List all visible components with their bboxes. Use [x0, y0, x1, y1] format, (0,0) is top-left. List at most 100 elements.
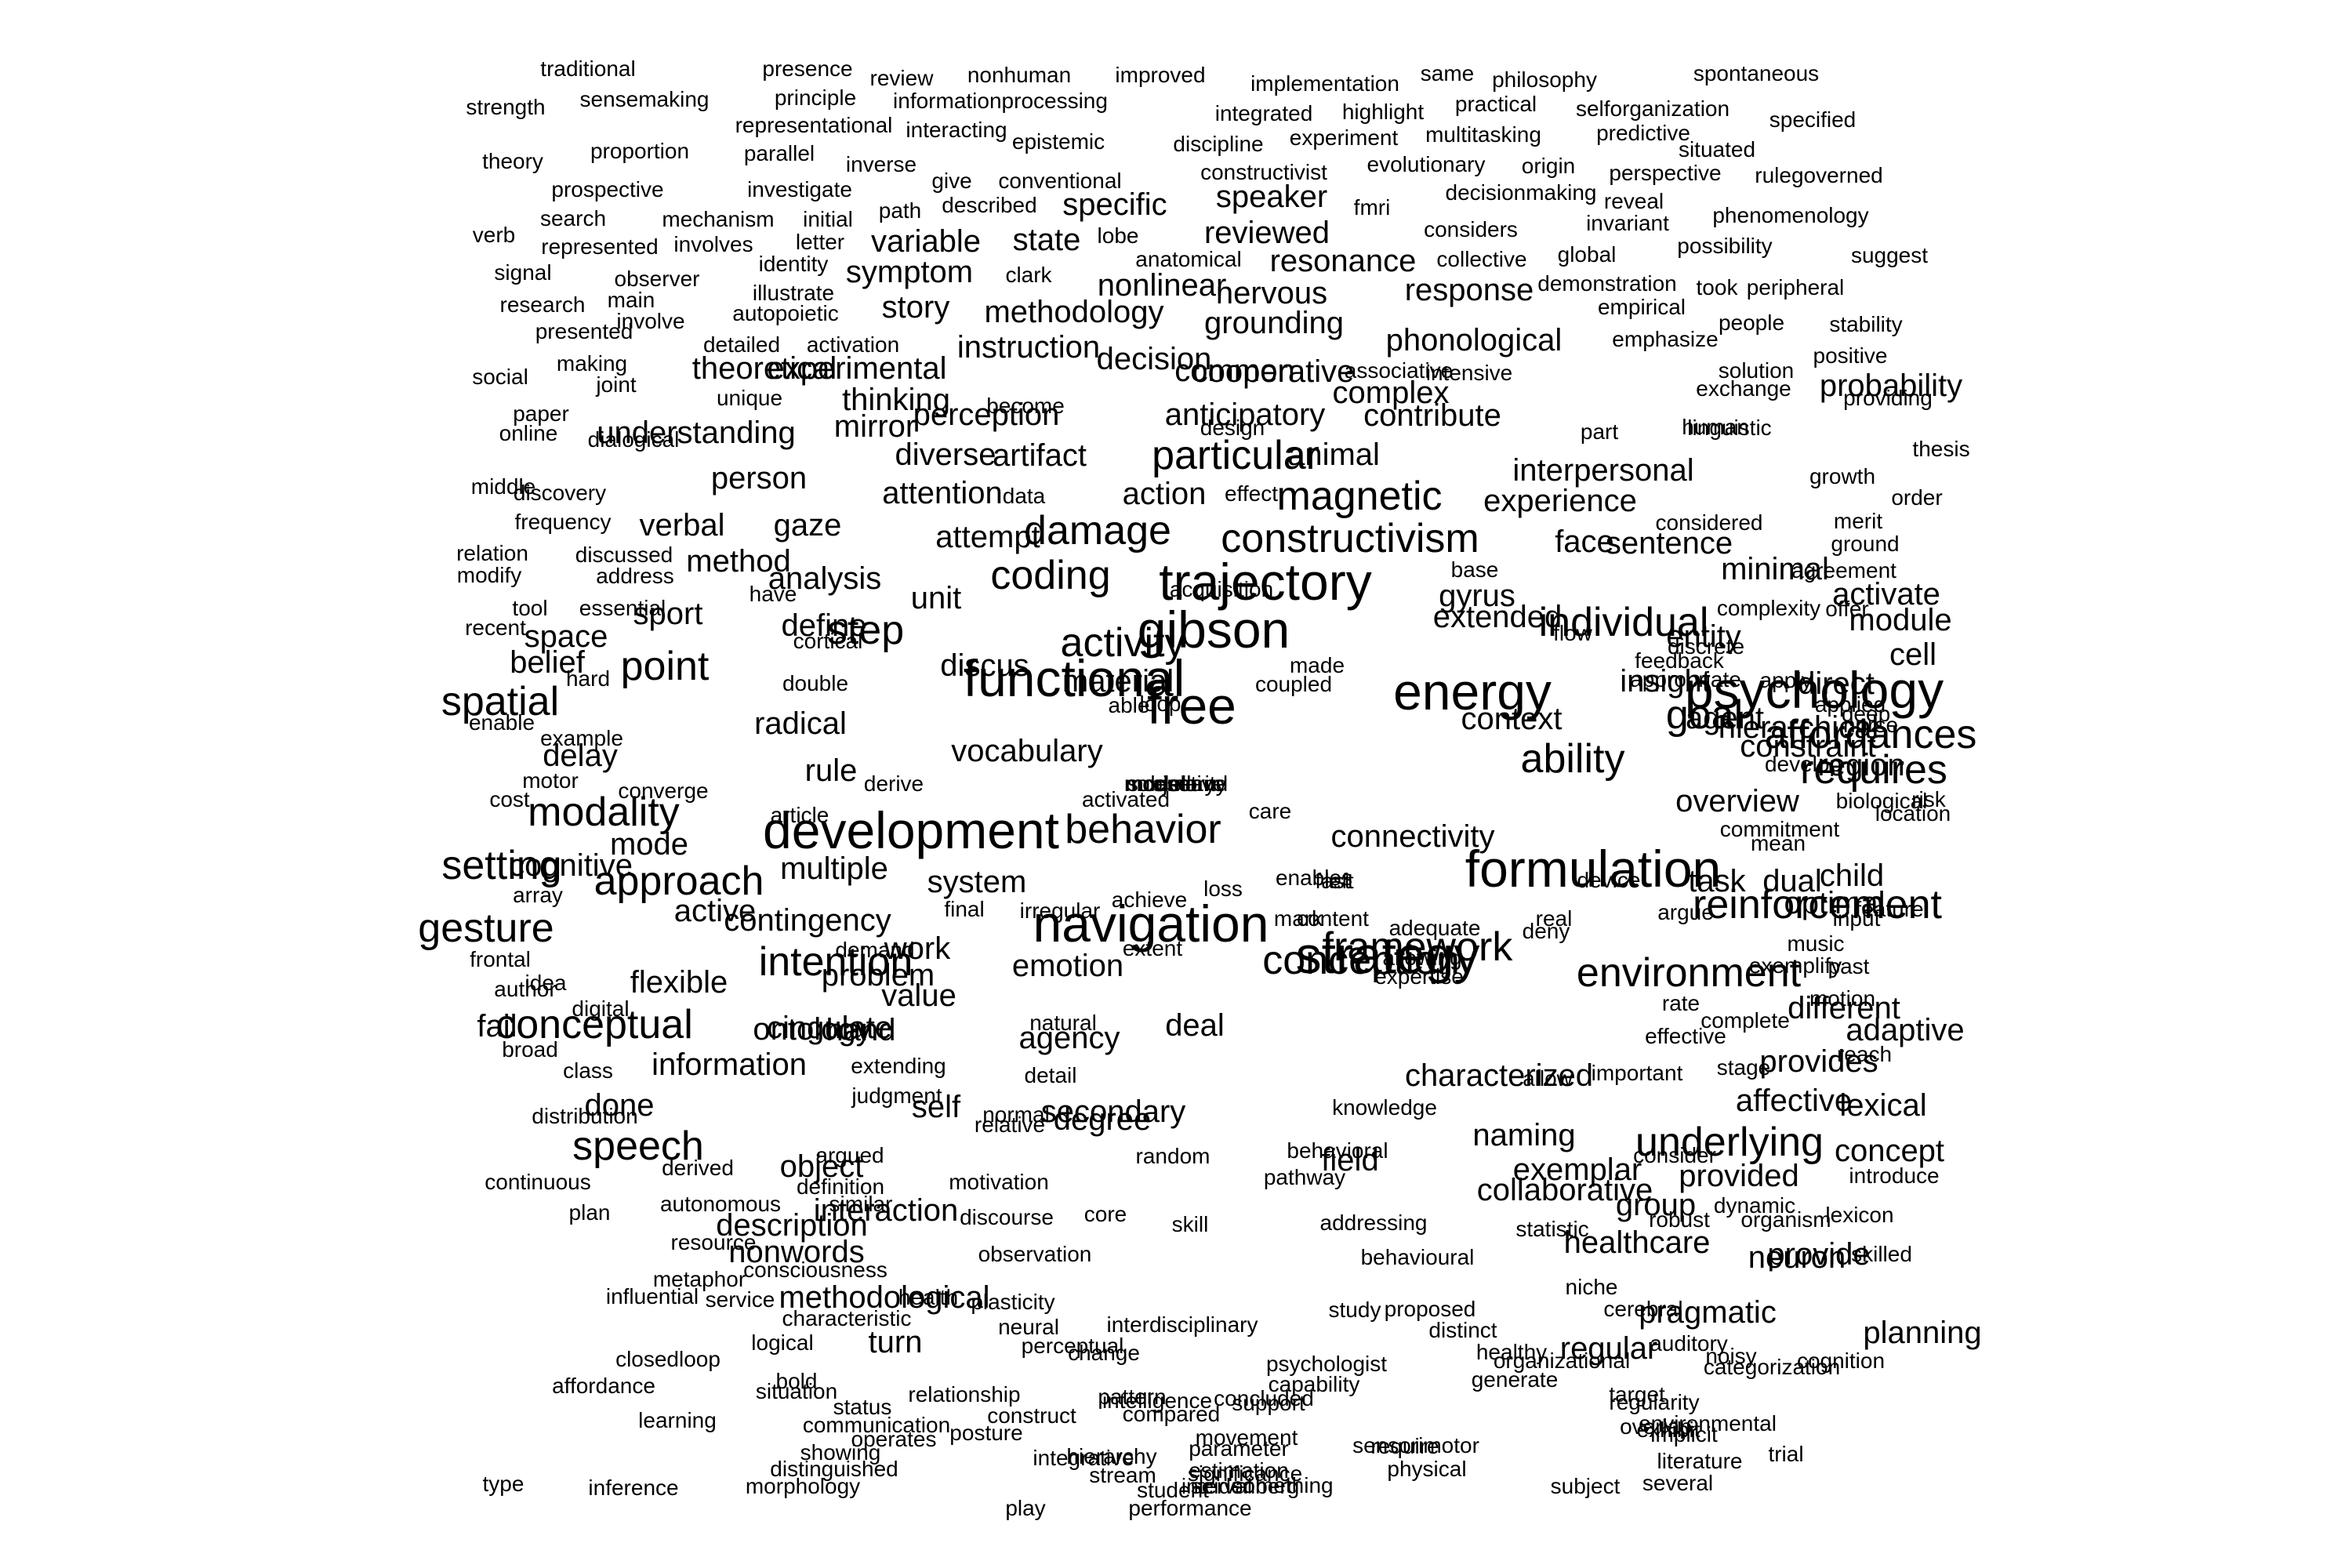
- cloud-word: digital: [572, 996, 630, 1021]
- cloud-word: fail: [477, 1009, 517, 1044]
- cloud-word: closedloop: [615, 1347, 720, 1371]
- cloud-word: frontal: [470, 947, 531, 971]
- cloud-word: stage: [1716, 1055, 1771, 1080]
- cloud-word: movement: [1195, 1425, 1298, 1450]
- cloud-word: material: [1062, 664, 1174, 699]
- cloud-word: behavioural: [1360, 1245, 1475, 1269]
- cloud-word: autonomous: [659, 1192, 782, 1216]
- cloud-word: discipline: [1173, 132, 1264, 156]
- cloud-word: discussed: [575, 543, 673, 567]
- cloud-word: argued: [815, 1143, 884, 1167]
- cloud-word: reveal: [1603, 189, 1664, 213]
- cloud-word: intelligence: [1102, 1388, 1213, 1413]
- cloud-word: inverse: [845, 152, 917, 176]
- cloud-word: adequate: [1388, 916, 1481, 940]
- cloud-word: development: [763, 801, 1059, 859]
- cloud-word: definition: [796, 1174, 885, 1199]
- cloud-word: extent: [1122, 936, 1183, 960]
- cloud-word: ontology: [753, 1012, 872, 1047]
- cloud-word: pragmatic: [1639, 1295, 1777, 1330]
- cloud-word: vocabulary: [951, 734, 1103, 768]
- cloud-word: pattern: [1098, 1385, 1167, 1409]
- cloud-word: healthcare: [1563, 1225, 1711, 1260]
- cloud-word: self: [911, 1090, 961, 1124]
- cloud-word: state: [1012, 223, 1081, 257]
- cloud-word: same: [1420, 61, 1475, 85]
- cloud-word: resource: [670, 1230, 757, 1254]
- cloud-word: joint: [596, 372, 637, 397]
- cloud-word: psychologist: [1265, 1352, 1388, 1376]
- cloud-word: core: [1083, 1202, 1127, 1226]
- cloud-word: tool: [512, 596, 548, 620]
- cloud-word: complexity: [1716, 596, 1821, 620]
- cloud-word: interacting: [906, 118, 1007, 142]
- cloud-word: cognition: [1796, 1348, 1886, 1373]
- cloud-word: online: [499, 421, 558, 445]
- cloud-word: unique: [716, 386, 783, 410]
- cloud-word: lexical: [1839, 1088, 1927, 1123]
- cloud-word: several: [1642, 1471, 1714, 1495]
- cloud-word: strength: [466, 95, 546, 119]
- cloud-word: construct: [987, 1403, 1076, 1428]
- cloud-word: speech: [572, 1123, 704, 1169]
- cloud-word: individual: [1538, 600, 1709, 645]
- cloud-word: dialogical: [587, 427, 680, 452]
- cloud-word: solution: [1718, 358, 1795, 383]
- cloud-word: requires: [1800, 747, 1947, 793]
- cloud-word: apply: [1759, 668, 1813, 692]
- cloud-word: morphology: [745, 1474, 861, 1498]
- cloud-word: representational: [735, 113, 893, 137]
- cloud-word: learning: [638, 1408, 717, 1432]
- cloud-word: deal: [1165, 1008, 1225, 1043]
- cloud-word: study: [1328, 1298, 1381, 1322]
- cloud-word: allowing: [1382, 946, 1462, 970]
- cloud-word: content: [1297, 906, 1369, 931]
- cloud-word: probability: [1819, 368, 1963, 403]
- cloud-word: nonhuman: [967, 63, 1072, 87]
- cloud-word: lobe: [1097, 223, 1139, 248]
- cloud-word: auditory: [1650, 1331, 1728, 1356]
- cloud-word: method: [686, 544, 791, 579]
- cloud-word: object: [779, 1149, 864, 1184]
- cloud-word: activation: [806, 332, 900, 357]
- cloud-word: normal: [982, 1102, 1050, 1127]
- cloud-word: niche: [1565, 1275, 1618, 1299]
- cloud-word: user: [1154, 771, 1198, 796]
- cloud-word: exemplar: [1512, 1152, 1642, 1187]
- cloud-word: people: [1718, 310, 1785, 335]
- cloud-word: contribute: [1363, 398, 1501, 433]
- cloud-word: nurse: [1842, 713, 1899, 737]
- cloud-word: rate: [1661, 991, 1700, 1015]
- cloud-word: predictive: [1596, 121, 1690, 145]
- cloud-word: characterized: [1404, 1058, 1594, 1093]
- cloud-word: observer: [614, 267, 700, 291]
- cloud-word: dynamic: [1713, 1193, 1796, 1218]
- cloud-word: psychology: [1684, 661, 1944, 719]
- cloud-word: adaptive: [1846, 1013, 1965, 1047]
- cloud-word: value: [881, 978, 956, 1013]
- cloud-word: making: [556, 351, 628, 376]
- cloud-word: situation: [755, 1379, 838, 1403]
- cloud-word: implicit: [1650, 1422, 1718, 1446]
- cloud-word: signal: [494, 260, 552, 285]
- cloud-word: real: [1535, 906, 1573, 931]
- cloud-word: theory: [482, 149, 543, 173]
- cloud-word: hierarchy: [1066, 1444, 1157, 1468]
- cloud-word: delay: [543, 739, 618, 773]
- cloud-word: cell: [1889, 637, 1937, 672]
- cloud-word: formulation: [1465, 840, 1722, 898]
- cloud-word: variable: [870, 224, 982, 259]
- cloud-word: activated: [1081, 787, 1171, 811]
- cloud-word: intensive: [1425, 361, 1513, 385]
- cloud-word: resonance: [1269, 244, 1417, 278]
- cloud-word: develop: [1764, 752, 1842, 776]
- cloud-word: epistemic: [1011, 129, 1105, 154]
- cloud-word: growth: [1809, 464, 1876, 488]
- cloud-word: device: [1577, 868, 1641, 892]
- cloud-word: constraint: [1740, 729, 1876, 764]
- cloud-word: mirror: [833, 409, 916, 444]
- cloud-word: address: [596, 564, 674, 588]
- cloud-word: plasticity: [971, 1290, 1055, 1314]
- cloud-word: prospective: [551, 177, 664, 201]
- cloud-word: suggest: [1850, 243, 1929, 267]
